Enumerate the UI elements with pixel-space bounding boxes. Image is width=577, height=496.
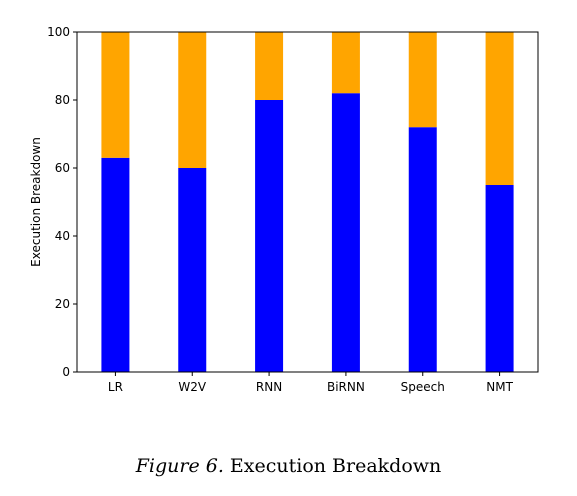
y-tick-label: 80 (55, 93, 70, 107)
bar-birnn-segment-1 (331, 93, 360, 372)
x-tick-label: NMT (486, 380, 513, 394)
bar-lr-segment-2 (101, 32, 130, 158)
bar-birnn-segment-2 (331, 32, 360, 94)
y-tick-label: 20 (55, 297, 70, 311)
y-tick-label: 0 (62, 365, 70, 379)
y-tick-label: 40 (55, 229, 70, 243)
x-tick-label: BiRNN (327, 380, 365, 394)
x-tick-label: Speech (401, 380, 445, 394)
plot-frame (76, 31, 539, 373)
execution-breakdown-chart: LR W2V RNN BiRNN Speech NMT 0 20 40 60 80 100 Execu… (29, 25, 539, 394)
caption-text: Execution Breakdown (229, 455, 442, 477)
x-tick-label: RNN (256, 380, 282, 394)
bar-rnn-segment-2 (255, 32, 284, 100)
x-tick-label: LR (108, 380, 123, 394)
y-tick-label: 100 (47, 25, 70, 39)
y-tick-label: 60 (55, 161, 70, 175)
bar-nmt-segment-1 (485, 185, 514, 372)
bar-nmt-segment-2 (485, 32, 514, 185)
bar-speech-segment-1 (408, 127, 437, 372)
figure-caption: Figure 6. Execution Breakdown (0, 455, 577, 477)
bar-speech-segment-2 (408, 32, 437, 128)
bar-rnn-segment-1 (255, 100, 284, 372)
y-axis-label: Execution Breakdown (29, 137, 43, 267)
figure-number: Figure 6. (135, 455, 224, 477)
bars-group (101, 32, 514, 372)
axis-ticks: LR W2V RNN BiRNN Speech NMT 0 20 40 60 80 100 (47, 25, 513, 394)
bar-lr-segment-1 (101, 157, 130, 372)
x-tick-label: W2V (178, 380, 207, 394)
bar-w2v-segment-1 (178, 168, 207, 372)
bar-w2v-segment-2 (178, 32, 207, 168)
